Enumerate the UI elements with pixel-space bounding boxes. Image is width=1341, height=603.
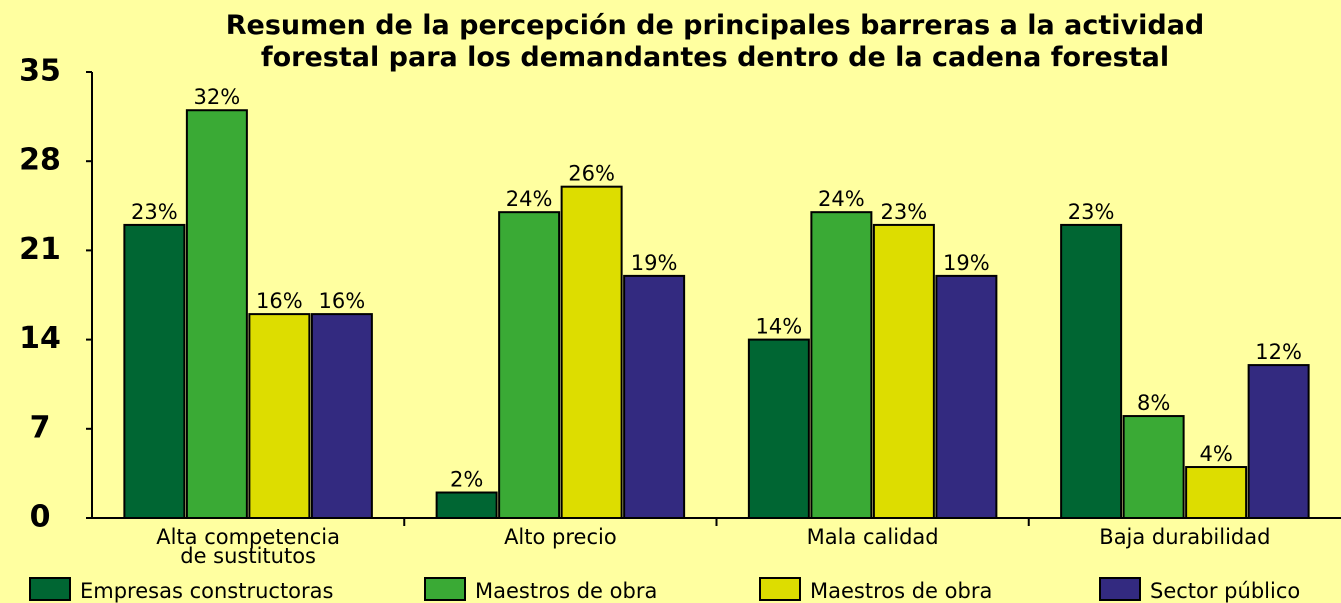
y-tick-label: 35: [19, 54, 61, 89]
x-tick-label: Alta competencia de sustitutos: [156, 525, 341, 568]
bar: [498, 211, 561, 520]
value-label: 12%: [1255, 340, 1302, 364]
x-tick-label: Mala calidad: [806, 525, 939, 549]
value-label: 23%: [881, 200, 928, 224]
bar: [560, 185, 623, 520]
bar: [810, 211, 873, 520]
value-label: 19%: [943, 251, 990, 275]
value-label: 2%: [450, 468, 483, 492]
value-label: 32%: [194, 85, 241, 109]
bar: [1185, 466, 1248, 519]
bar: [747, 338, 810, 519]
value-label: 26%: [568, 162, 615, 186]
bar: [935, 274, 998, 519]
legend-swatch: [1099, 577, 1141, 601]
bar: [1247, 364, 1310, 520]
bar: [248, 313, 311, 519]
value-label: 24%: [506, 187, 553, 211]
legend-swatch: [759, 577, 801, 601]
x-tick-label: Alto precio: [504, 525, 617, 549]
x-tick-label: Baja durabilidad: [1099, 525, 1271, 549]
value-label: 19%: [631, 251, 678, 275]
legend-label: Maestros de obra: [810, 579, 992, 603]
bar: [185, 109, 248, 519]
value-label: 14%: [756, 315, 803, 339]
y-tick-label: 7: [30, 410, 51, 445]
value-label: 4%: [1199, 442, 1232, 466]
legend-label: Maestros de obra: [475, 579, 657, 603]
y-tick-label: 21: [19, 232, 61, 267]
y-tick-label: 28: [19, 143, 61, 178]
value-label: 16%: [319, 289, 366, 313]
legend-swatch: [29, 577, 71, 601]
legend-swatch: [424, 577, 466, 601]
y-tick-label: 0: [30, 500, 51, 535]
bar: [872, 223, 935, 520]
bar: [310, 313, 373, 519]
bar: [1122, 415, 1185, 519]
legend-label: Sector público: [1150, 579, 1300, 603]
value-label: 24%: [818, 187, 865, 211]
bar: [123, 223, 186, 520]
value-label: 16%: [256, 289, 303, 313]
value-label: 23%: [131, 200, 178, 224]
bar: [435, 491, 498, 519]
value-label: 8%: [1137, 391, 1170, 415]
bar: [623, 274, 686, 519]
bar: [1060, 223, 1123, 520]
y-tick-label: 14: [19, 321, 61, 356]
value-label: 23%: [1068, 200, 1115, 224]
chart-title: Resumen de la percepción de principales …: [225, 10, 1205, 73]
legend-label: Empresas constructoras: [80, 579, 333, 603]
